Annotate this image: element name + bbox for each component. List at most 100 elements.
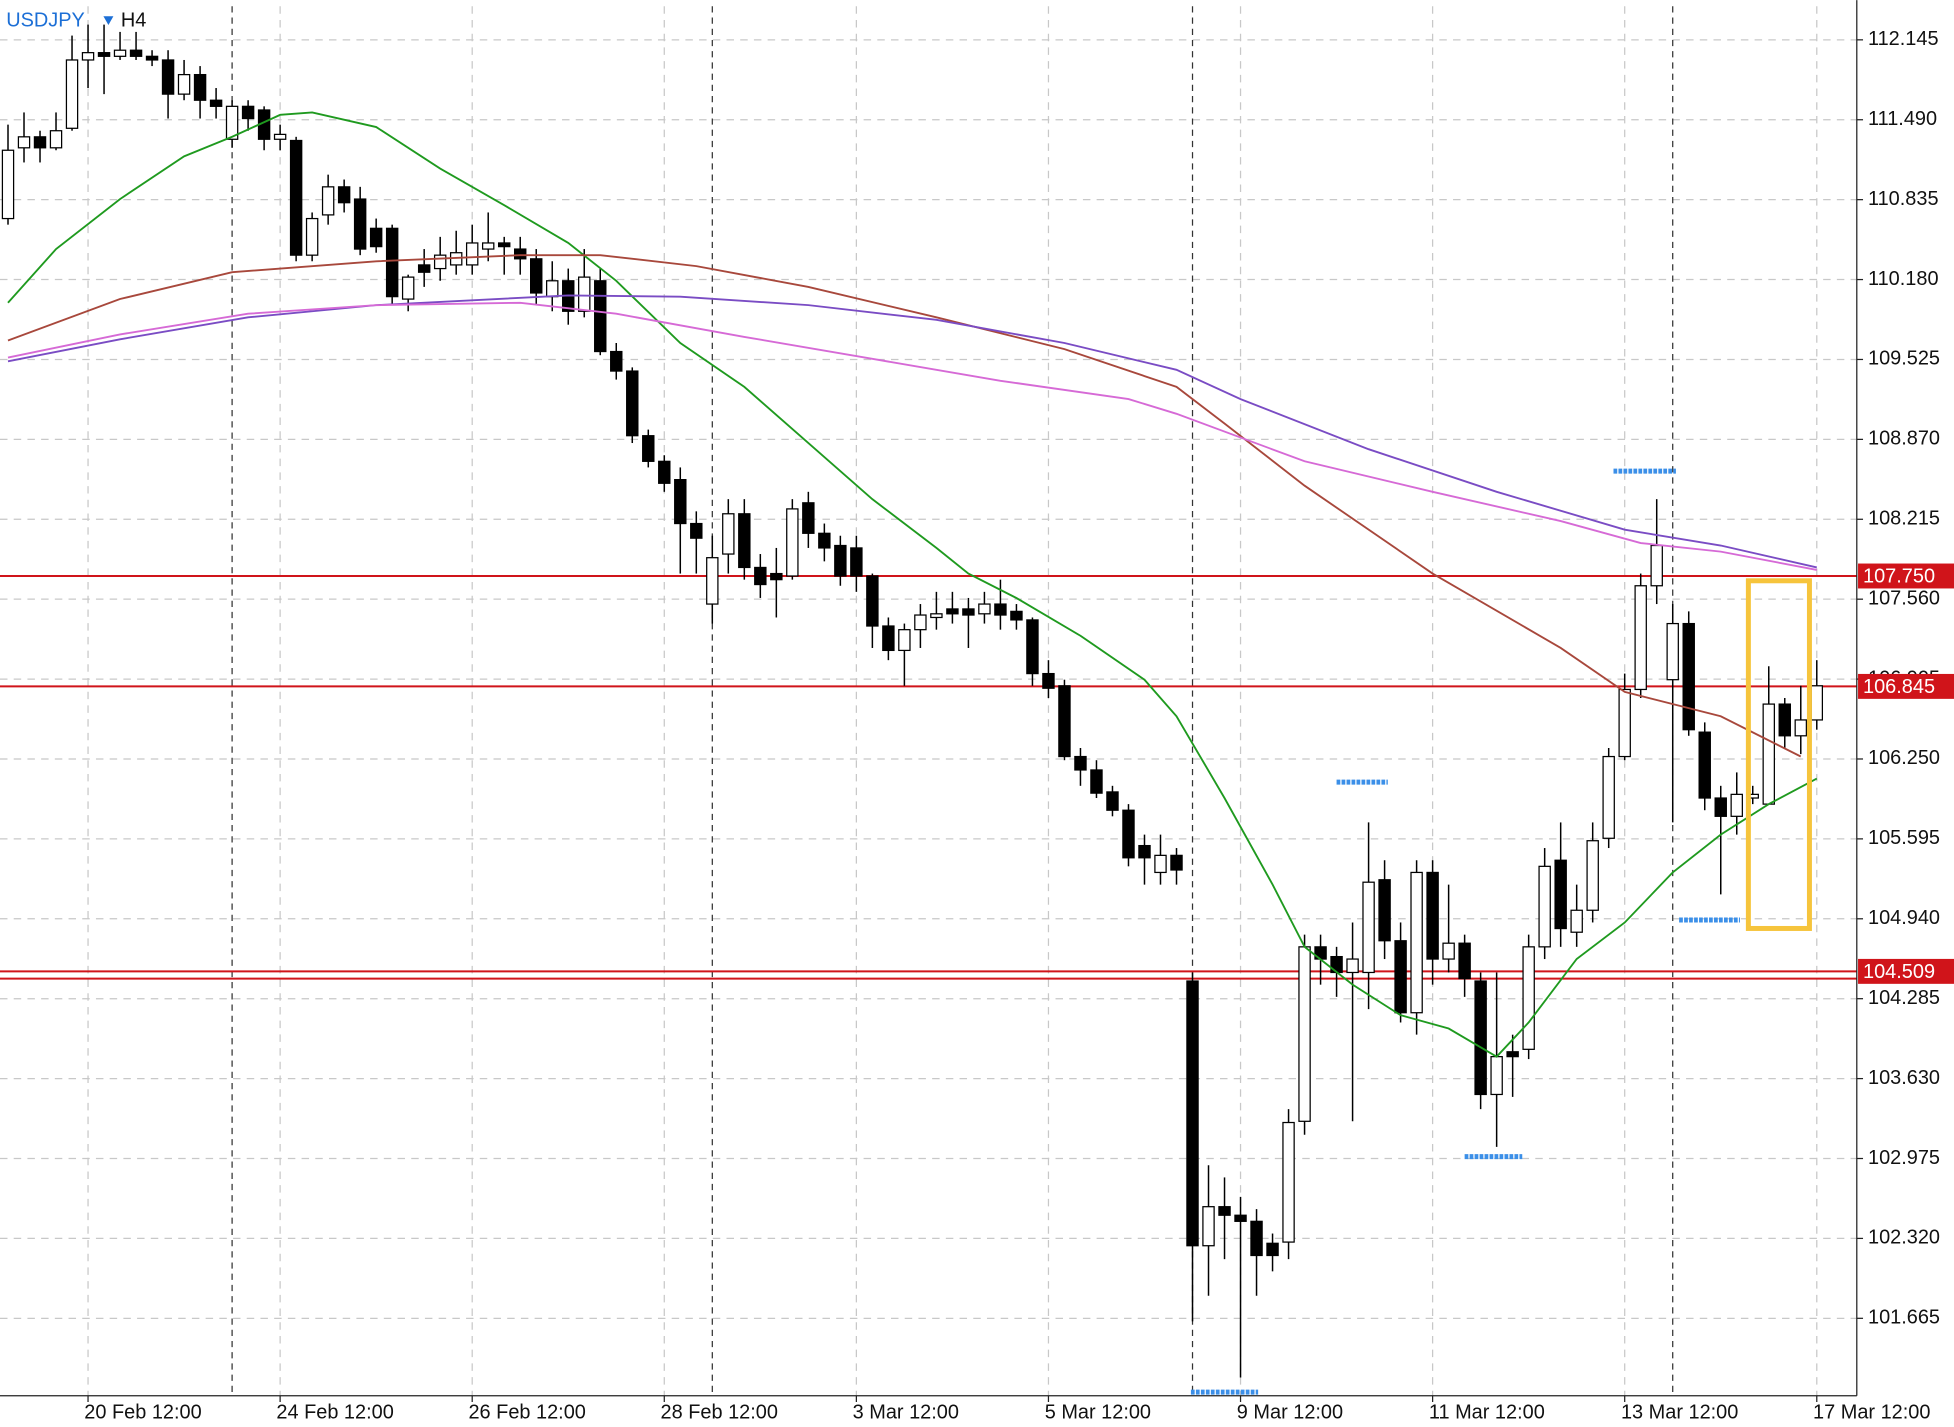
candle-body (1042, 672, 1055, 689)
candle-body (401, 276, 415, 300)
candle-body (754, 566, 767, 586)
candle-body (1090, 769, 1103, 794)
highlight-box (1745, 578, 1812, 931)
grid (0, 6, 1857, 1396)
candle-body (946, 608, 959, 615)
level-labels: 107.750 106.845 104.509 (1858, 563, 1954, 984)
candle-body (33, 136, 47, 149)
y-tick-label: 108.215 (1868, 508, 1940, 530)
candle-body (337, 186, 351, 204)
candle-body (497, 242, 511, 248)
candle-body (1186, 980, 1199, 1247)
candle-body (578, 276, 591, 312)
candle-body (145, 55, 159, 61)
candle-body (626, 370, 639, 437)
x-tick-label: 20 Feb 12:00 (84, 1401, 201, 1423)
candle-body (914, 614, 927, 631)
candle-body (1154, 854, 1167, 874)
symbol[interactable]: USDJPY (6, 10, 85, 32)
candle-body (1378, 879, 1391, 942)
level-label: 107.750 (1863, 566, 1935, 588)
candle-body (818, 532, 831, 549)
candle-body (369, 227, 383, 248)
moving-average-line (7, 301, 1817, 571)
candle-body (994, 603, 1007, 616)
candle-body (1682, 622, 1695, 731)
candle-body (642, 435, 655, 462)
candle-body (305, 217, 319, 256)
levels (0, 575, 1857, 980)
x-tick-label: 28 Feb 12:00 (661, 1401, 778, 1423)
candle-body (193, 73, 207, 101)
candle-body (1426, 871, 1439, 960)
candle-body (1714, 797, 1727, 817)
candle-body (850, 547, 863, 577)
candle-body (49, 130, 63, 149)
candle-body (898, 629, 911, 652)
candle-body (1410, 871, 1423, 1014)
candle-body (273, 133, 287, 140)
candle-body (129, 49, 143, 57)
candle-body (1362, 881, 1375, 974)
candle-body (1650, 544, 1663, 587)
candle-body (81, 52, 95, 61)
candle-body (97, 52, 111, 57)
candle-body (1522, 946, 1535, 1050)
candle-body (1810, 685, 1824, 721)
y-tick-label: 110.180 (1868, 268, 1939, 290)
candle-body (786, 508, 799, 577)
level-label: 106.845 (1863, 676, 1935, 698)
candle-body (1170, 854, 1183, 871)
y-tick-label: 103.630 (1868, 1067, 1940, 1089)
candle-body (1474, 980, 1487, 1096)
candle-body (1074, 755, 1087, 771)
candle-body (706, 557, 719, 605)
candle-body (1138, 844, 1151, 859)
candle-body (289, 139, 303, 256)
candle-body (433, 254, 447, 270)
candle-body (738, 513, 751, 569)
candle-body (225, 105, 239, 140)
candle-body (1778, 703, 1791, 737)
candle-body (1538, 865, 1551, 948)
candle-body (1586, 840, 1599, 911)
candle-body (722, 513, 735, 555)
y-tick-label: 107.560 (1868, 587, 1940, 609)
moving-average-line (7, 294, 1818, 569)
candle-body (546, 280, 559, 298)
y-tick-label: 102.320 (1868, 1227, 1940, 1249)
candle-body (1, 149, 15, 220)
candle-body (1058, 685, 1071, 758)
symbol-dropdown-icon[interactable] (103, 16, 114, 25)
candle-body (113, 49, 127, 57)
candle-body (1618, 688, 1631, 758)
candle-body (1010, 610, 1023, 621)
candle-body (1506, 1051, 1519, 1058)
candle-body (65, 59, 79, 129)
candle-body (978, 603, 991, 615)
candle-body (513, 248, 527, 260)
candle-body (1634, 585, 1647, 691)
timeframe[interactable]: H4 (121, 10, 146, 32)
candle-body (1250, 1220, 1263, 1257)
candle-body (1458, 942, 1471, 980)
candle-body (17, 136, 31, 149)
candle-body (385, 227, 399, 298)
y-tick-label: 109.525 (1868, 348, 1940, 370)
candle-body (209, 99, 223, 107)
candle-body (1442, 942, 1455, 960)
level-label-box (1858, 958, 1954, 984)
candle-body (161, 59, 175, 95)
candle-body (930, 613, 943, 619)
candle-body (1394, 940, 1407, 1014)
candle-body (1346, 958, 1359, 974)
candle-body (1234, 1214, 1247, 1222)
candle-body (834, 544, 847, 577)
candle-body (1554, 859, 1567, 930)
candle-body (690, 522, 703, 539)
candle-body (417, 264, 431, 273)
candle-body (353, 198, 367, 250)
y-tick-label: 102.975 (1868, 1147, 1940, 1169)
candle-body (1266, 1242, 1279, 1257)
